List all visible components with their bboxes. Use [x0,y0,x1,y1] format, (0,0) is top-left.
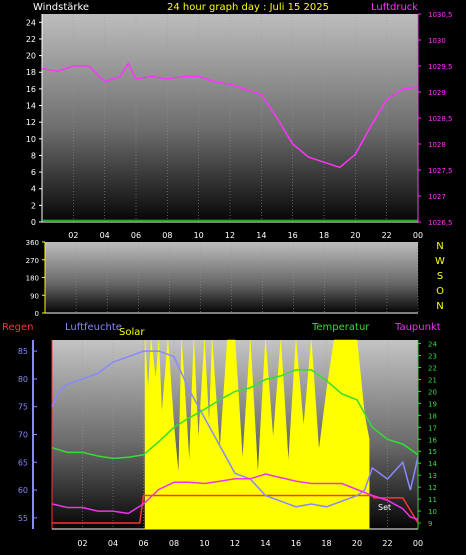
legend-humidity: Luftfeuchte [65,322,122,333]
time-tick-label: 04 [108,539,118,548]
dewpoint-line [51,473,419,521]
humidity-line [51,350,419,508]
wind-tick-label: 18 [26,68,36,77]
pressure-tick-label: 1029 [428,89,446,97]
time-tick-label: 04 [100,231,110,240]
direction-tick-label: 0 [35,310,39,318]
temperature-tick-label: 17 [428,424,437,432]
humidity-tick-label: 55 [18,514,28,523]
temperature-tick-label: 9 [428,520,432,528]
wind-tick-label: 20 [26,52,36,61]
wind-pressure-panel [42,14,418,222]
temperature-tick-label: 19 [428,400,437,408]
wind-tick-label: 2 [31,201,36,210]
wind-tick-label: 8 [31,151,36,160]
time-tick-label: 10 [199,539,209,548]
pressure-axis-label: Luftdruck [371,2,418,13]
wind-tick-label: 12 [26,118,36,127]
humidity-tick-label: 80 [18,375,28,384]
legend-temperature: Temperatur [311,322,370,333]
pressure-tick-label: 1028,5 [428,115,453,123]
wind-tick-label: 16 [26,85,36,94]
pressure-tick-label: 1026,5 [428,219,453,227]
wind-tick-label: 10 [26,135,36,144]
wind-tick-label: 24 [26,18,36,27]
temperature-tick-label: 23 [428,353,437,361]
time-tick-label: 12 [225,231,235,240]
temperature-tick-label: 15 [428,448,437,456]
wind-tick-label: 0 [31,218,36,227]
chart-title: 24 hour graph day : Juli 15 2025 [167,2,329,13]
time-tick-label: 16 [288,231,298,240]
time-tick-label: 10 [194,231,204,240]
temperature-tick-label: 10 [428,508,437,516]
legend-dewpoint: Taupunkt [394,322,441,333]
time-tick-label: 12 [230,539,240,548]
time-tick-label: 02 [77,539,87,548]
pressure-tick-label: 1029,5 [428,63,453,71]
direction-tick-label: 90 [30,292,39,300]
time-tick-label: 08 [162,231,172,240]
time-tick-label: 22 [382,231,392,240]
pressure-tick-label: 1030 [428,37,446,45]
temperature-tick-label: 22 [428,365,437,373]
pressure-tick-label: 1027,5 [428,167,453,175]
compass-label: O [436,286,444,297]
time-tick-label: 02 [68,231,78,240]
humidity-tick-label: 60 [18,486,28,495]
pressure-tick-label: 1027 [428,193,446,201]
temperature-tick-label: 16 [428,436,437,444]
compass-label: N [436,241,443,252]
direction-tick-label: 270 [26,257,39,265]
temperature-tick-label: 21 [428,376,437,384]
time-tick-label: 08 [169,539,179,548]
wind-tick-label: 22 [26,35,36,44]
wind-tick-label: 6 [31,168,36,177]
time-tick-label: 18 [321,539,331,548]
temperature-tick-label: 11 [428,496,437,504]
pressure-tick-label: 1028 [428,141,446,149]
time-tick-label: 18 [319,231,329,240]
legend-solar: Solar [119,327,145,338]
time-tick-label: 00 [413,231,423,240]
compass-label: N [436,301,443,312]
wind-tick-label: 14 [26,102,36,111]
temperature-line [51,369,419,460]
wind-axis-label: Windstärke [33,2,89,13]
time-tick-label: 22 [382,539,392,548]
time-tick-label: 06 [138,539,148,548]
time-tick-label: 16 [291,539,301,548]
time-tick-label: 14 [256,231,266,240]
temperature-tick-label: 24 [428,341,437,349]
temperature-tick-label: 20 [428,388,437,396]
direction-tick-label: 180 [26,275,39,283]
time-tick-label: 14 [260,539,270,548]
humidity-tick-label: 65 [18,458,28,467]
time-tick-label: 00 [413,539,423,548]
pressure-tick-label: 1030,5 [428,11,453,19]
time-tick-label: 20 [350,231,360,240]
temperature-tick-label: 12 [428,484,437,492]
wind-direction-panel [45,242,418,312]
humidity-tick-label: 75 [18,403,28,412]
temperature-tick-label: 13 [428,472,437,480]
solar-area [144,339,370,530]
pressure-line [41,61,419,169]
sunset-annotation: Set [378,503,391,512]
compass-label: S [437,271,443,282]
time-tick-label: 20 [352,539,362,548]
humidity-tick-label: 85 [18,347,28,356]
temperature-tick-label: 14 [428,460,437,468]
temperature-tick-label: 18 [428,412,437,420]
direction-tick-label: 360 [26,239,39,247]
compass-label: W [435,256,445,267]
wind-tick-label: 4 [31,185,36,194]
time-tick-label: 06 [131,231,141,240]
legend-rain: Regen [2,322,34,333]
humidity-tick-label: 70 [18,431,28,440]
